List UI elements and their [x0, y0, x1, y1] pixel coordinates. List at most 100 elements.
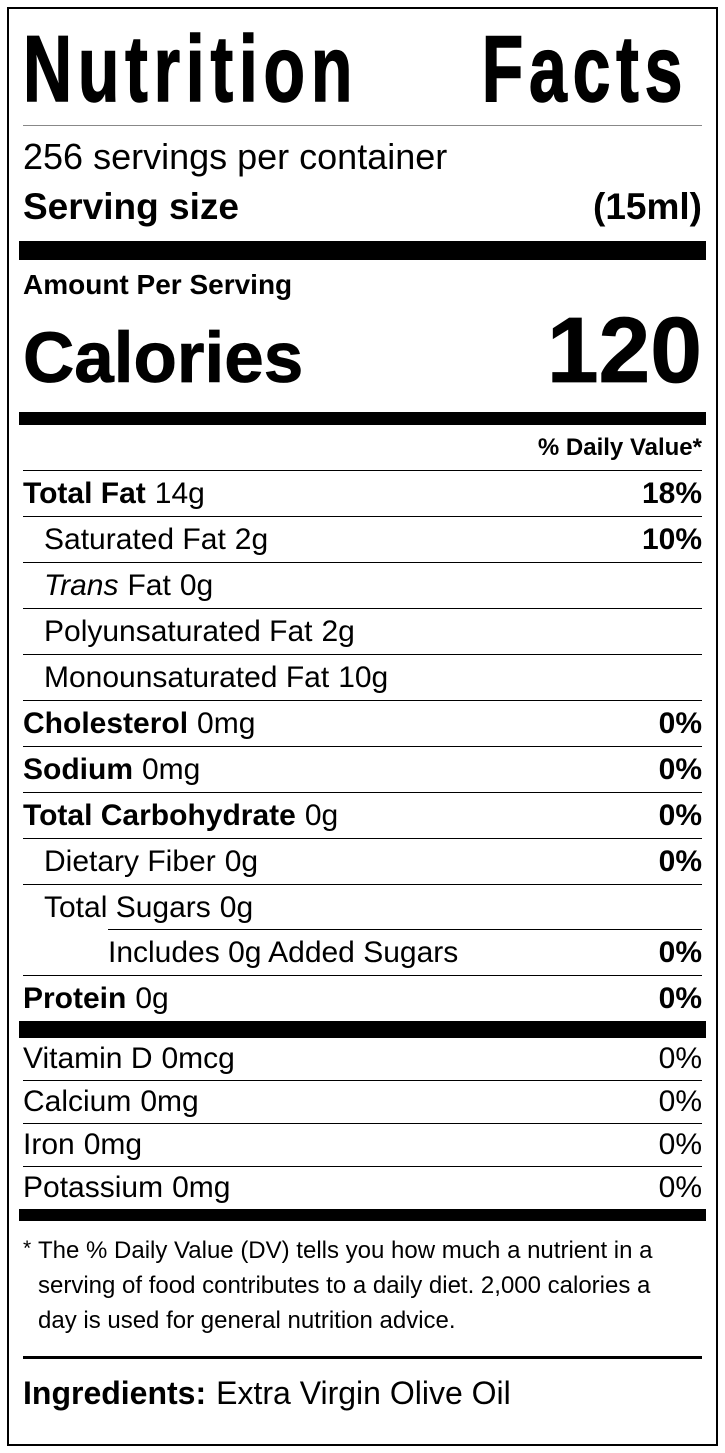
label-title-block: Nutrition Facts [23, 9, 702, 126]
nutrient-row-total-fat: Total Fat 14g 18% [23, 471, 702, 517]
nutrient-amount: 0mg [142, 752, 201, 786]
nutrient-name: Polyunsaturated Fat [44, 614, 313, 648]
nutrient-dv: 0% [658, 844, 702, 878]
nutrient-name-suffix: Fat [127, 568, 171, 602]
nutrient-dv: 0% [658, 981, 702, 1015]
vitamin-row-potassium: Potassium 0mg 0% [23, 1167, 702, 1209]
serving-size-row: Serving size (15ml) [23, 180, 702, 241]
nutrient-row-protein: Protein 0g 0% [23, 976, 702, 1021]
nutrient-text: Monounsaturated Fat 10g [44, 661, 388, 695]
nutrient-name: Monounsaturated Fat [44, 660, 330, 694]
label-title: Nutrition Facts [23, 16, 689, 121]
vitamin-text: Calcium 0mg [23, 1085, 199, 1119]
nutrient-row-added-sugars: Includes 0g Added Sugars 0% [23, 930, 702, 976]
vitamin-name: Vitamin D [23, 1042, 153, 1075]
nutrient-name: Dietary Fiber [44, 844, 216, 878]
nutrient-text: Trans Fat 0g [44, 569, 213, 603]
footnote-line: serving of food contributes to a daily d… [38, 1272, 651, 1299]
vitamin-dv: 0% [658, 1042, 702, 1075]
vitamin-dv: 0% [658, 1128, 702, 1161]
thick-divider-bar [19, 1209, 706, 1221]
nutrient-text: Includes 0g Added Sugars [108, 936, 458, 970]
serving-size-label: Serving size [23, 186, 239, 227]
vitamin-name: Iron [23, 1128, 75, 1161]
vitamin-dv: 0% [658, 1171, 702, 1204]
footnote-asterisk: * [23, 1237, 32, 1260]
footnote-text: The % Daily Value (DV) tells you how muc… [38, 1233, 702, 1338]
nutrient-row-sodium: Sodium 0mg 0% [23, 747, 702, 793]
nutrient-dv: 0% [658, 752, 702, 786]
nutrient-text: Dietary Fiber 0g [44, 845, 258, 879]
nutrient-row-dietary-fiber: Dietary Fiber 0g 0% [23, 839, 702, 885]
nutrient-row-trans-fat: Trans Fat 0g [23, 563, 702, 609]
serving-size-value: (15ml) [593, 186, 702, 227]
vitamin-text: Vitamin D 0mcg [23, 1042, 235, 1076]
calories-value: 120 [546, 298, 702, 403]
vitamin-text: Iron 0mg [23, 1128, 142, 1162]
nutrient-text: Protein 0g [23, 982, 169, 1016]
vitamin-name: Calcium [23, 1085, 132, 1118]
thick-divider-bar [19, 1021, 706, 1038]
nutrient-name: Cholesterol [23, 706, 189, 740]
footnote-line: The % Daily Value (DV) tells you how muc… [38, 1237, 653, 1264]
nutrient-row-monounsaturated-fat: Monounsaturated Fat 10g [23, 655, 702, 701]
nutrient-name: Saturated Fat [44, 522, 226, 556]
nutrient-dv: 0% [658, 798, 702, 832]
nutrient-text: Total Sugars 0g [44, 891, 253, 925]
nutrient-name: Total Sugars [44, 890, 211, 924]
footnote-line: day is used for general nutrition advice… [38, 1307, 456, 1334]
vitamin-row-vitamin-d: Vitamin D 0mcg 0% [23, 1038, 702, 1081]
nutrient-name: Trans [44, 568, 119, 602]
nutrient-name: Includes 0g Added Sugars [108, 935, 459, 969]
nutrient-amount: 0g [179, 568, 214, 602]
nutrient-amount: 0g [304, 798, 339, 832]
daily-value-header: % Daily Value* [23, 425, 702, 471]
vitamin-row-iron: Iron 0mg 0% [23, 1124, 702, 1167]
thick-divider-bar [19, 412, 706, 425]
nutrient-amount: 0g [135, 981, 169, 1015]
calories-label: Calories [23, 319, 304, 399]
vitamin-text: Potassium 0mg [23, 1171, 230, 1205]
vitamin-amount: 0mg [83, 1128, 143, 1161]
nutrient-text: Sodium 0mg [23, 753, 200, 787]
nutrient-dv: 0% [658, 706, 702, 740]
vitamin-amount: 0mcg [161, 1042, 235, 1075]
ingredients-value: Extra Virgin Olive Oil [216, 1375, 511, 1411]
nutrient-amount: 0g [224, 844, 259, 878]
nutrient-text: Total Fat 14g [23, 477, 205, 511]
nutrient-row-saturated-fat: Saturated Fat 2g 10% [23, 517, 702, 563]
nutrient-text: Cholesterol 0mg [23, 707, 255, 741]
nutrient-row-total-sugars: Total Sugars 0g [23, 885, 702, 930]
nutrient-dv: 18% [641, 476, 702, 510]
calories-row: Calories 120 [23, 297, 703, 412]
nutrient-name: Protein [23, 981, 127, 1015]
ingredients-section: Ingredients: Extra Virgin Olive Oil [23, 1359, 702, 1412]
vitamin-dv: 0% [658, 1085, 702, 1118]
vitamin-row-calcium: Calcium 0mg 0% [23, 1081, 702, 1124]
servings-per-container: 256 servings per container [23, 136, 448, 177]
vitamin-amount: 0mg [140, 1085, 199, 1118]
nutrient-amount: 0mg [197, 706, 256, 740]
daily-value-footnote: * The % Daily Value (DV) tells you how m… [23, 1221, 702, 1359]
nutrient-dv: 10% [641, 522, 702, 556]
nutrient-name: Total Carbohydrate [23, 798, 296, 832]
nutrient-row-total-carbohydrate: Total Carbohydrate 0g 0% [23, 793, 702, 839]
nutrient-amount: 14g [154, 476, 205, 510]
nutrient-amount: 10g [338, 660, 389, 694]
nutrient-text: Saturated Fat 2g [44, 523, 268, 557]
nutrient-text: Polyunsaturated Fat 2g [44, 615, 355, 649]
nutrition-facts-label: Nutrition Facts 256 servings per contain… [7, 7, 718, 1446]
vitamin-name: Potassium [23, 1171, 164, 1204]
nutrient-amount: 2g [321, 614, 355, 648]
ingredients-label: Ingredients: [23, 1375, 207, 1411]
nutrient-row-polyunsaturated-fat: Polyunsaturated Fat 2g [23, 609, 702, 655]
nutrient-name: Total Fat [23, 476, 146, 510]
vitamin-amount: 0mg [172, 1171, 231, 1204]
nutrient-amount: 2g [234, 522, 269, 556]
nutrient-dv: 0% [658, 935, 702, 969]
nutrient-row-cholesterol: Cholesterol 0mg 0% [23, 701, 702, 747]
thick-divider-bar [19, 241, 706, 260]
nutrient-amount: 0g [219, 890, 254, 924]
amount-per-serving-label: Amount Per Serving [23, 269, 293, 300]
nutrient-text: Total Carbohydrate 0g [23, 799, 338, 833]
